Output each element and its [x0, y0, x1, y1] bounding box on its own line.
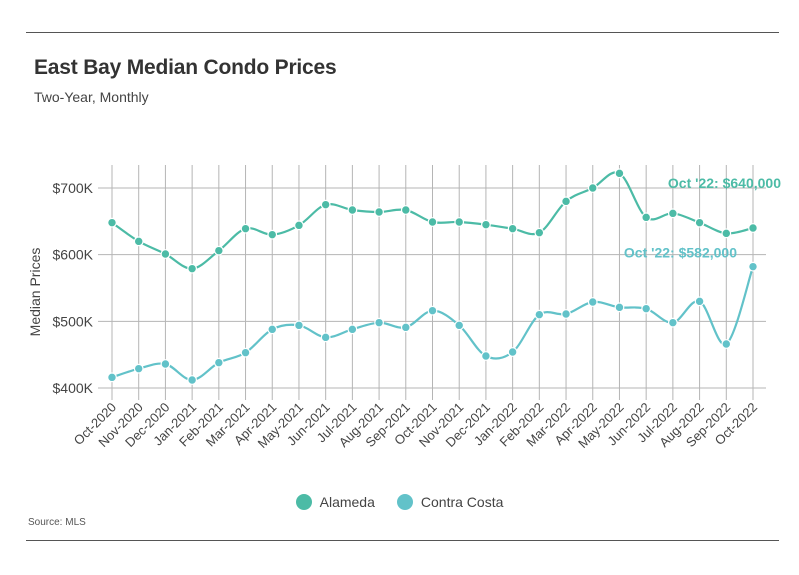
data-point-alameda: [561, 196, 571, 207]
data-point-alameda: [213, 245, 224, 256]
y-tick-label: $500K: [53, 313, 94, 329]
data-point-contra-costa: [427, 305, 438, 316]
data-point-contra-costa: [240, 347, 251, 358]
y-axis: $400K $500K $600K $700K Median Prices: [27, 180, 94, 396]
data-point-contra-costa: [694, 296, 705, 307]
y-tick-label: $400K: [53, 380, 94, 396]
data-point-alameda: [374, 207, 384, 217]
y-tick-label: $600K: [53, 247, 94, 263]
data-point-alameda: [240, 223, 251, 234]
top-rule: [26, 32, 779, 33]
data-point-alameda: [587, 183, 598, 193]
data-point-alameda: [614, 168, 625, 179]
annotation-contra-costa: Oct '22: $582,000: [624, 245, 737, 261]
chart-subtitle: Two-Year, Monthly: [34, 89, 149, 105]
data-point-contra-costa: [641, 303, 652, 314]
annotation-alameda: Oct '22: $640,000: [668, 175, 781, 191]
data-point-alameda: [320, 199, 331, 210]
legend-swatch-contra-costa: [396, 494, 413, 510]
data-point-alameda: [347, 205, 358, 215]
y-tick-label: $700K: [53, 180, 94, 196]
data-point-contra-costa: [400, 322, 411, 333]
data-point-contra-costa: [160, 359, 171, 369]
data-point-alameda: [534, 227, 545, 238]
legend-item-alameda[interactable]: Alameda: [295, 494, 375, 510]
data-point-contra-costa: [748, 261, 758, 272]
data-point-contra-costa: [374, 317, 384, 328]
annotation-layer: Oct '22: $640,000 Oct '22: $582,000: [624, 175, 781, 261]
data-point-contra-costa: [587, 297, 598, 307]
data-point-alameda: [507, 223, 518, 234]
data-point-contra-costa: [347, 324, 358, 335]
chart-title: East Bay Median Condo Prices: [34, 56, 337, 79]
source-note: Source: MLS: [28, 517, 86, 528]
data-point-contra-costa: [481, 351, 491, 361]
data-point-contra-costa: [507, 347, 518, 357]
data-point-contra-costa: [454, 320, 465, 331]
chart-legend: Alameda Contra Costa: [0, 494, 799, 510]
data-point-contra-costa: [187, 375, 198, 385]
x-axis: Oct-2020Nov-2020Dec-2020Jan-2021Feb-2021…: [71, 400, 760, 451]
bottom-rule: [26, 540, 779, 541]
data-point-contra-costa: [267, 324, 278, 335]
data-point-alameda: [187, 263, 198, 274]
data-point-contra-costa: [107, 372, 117, 383]
data-point-alameda: [694, 217, 705, 228]
data-point-contra-costa: [133, 363, 144, 374]
data-point-alameda: [454, 217, 465, 227]
data-point-contra-costa: [614, 302, 625, 313]
data-point-alameda: [481, 219, 491, 230]
data-point-contra-costa: [320, 332, 331, 343]
data-point-alameda: [160, 249, 171, 259]
data-point-alameda: [427, 217, 438, 227]
data-point-contra-costa: [561, 309, 571, 319]
data-point-alameda: [294, 220, 304, 231]
legend-item-contra-costa[interactable]: Contra Costa: [396, 494, 504, 510]
data-point-contra-costa: [294, 320, 304, 331]
series-layer: [107, 168, 758, 385]
data-point-alameda: [667, 208, 678, 219]
legend-swatch-alameda: [295, 494, 312, 510]
data-point-alameda: [721, 228, 732, 239]
data-point-alameda: [641, 212, 652, 223]
y-axis-label: Median Prices: [27, 248, 43, 337]
data-point-contra-costa: [213, 357, 224, 368]
grid-layer: [98, 165, 766, 400]
legend-label-alameda: Alameda: [319, 494, 375, 510]
data-point-contra-costa: [534, 309, 545, 320]
data-point-alameda: [748, 223, 758, 233]
data-point-alameda: [133, 236, 144, 247]
data-point-alameda: [267, 229, 278, 240]
data-point-contra-costa: [667, 317, 678, 328]
data-point-alameda: [107, 217, 117, 228]
data-point-alameda: [400, 205, 411, 215]
data-point-contra-costa: [721, 339, 732, 349]
legend-label-contra-costa: Contra Costa: [420, 494, 504, 510]
